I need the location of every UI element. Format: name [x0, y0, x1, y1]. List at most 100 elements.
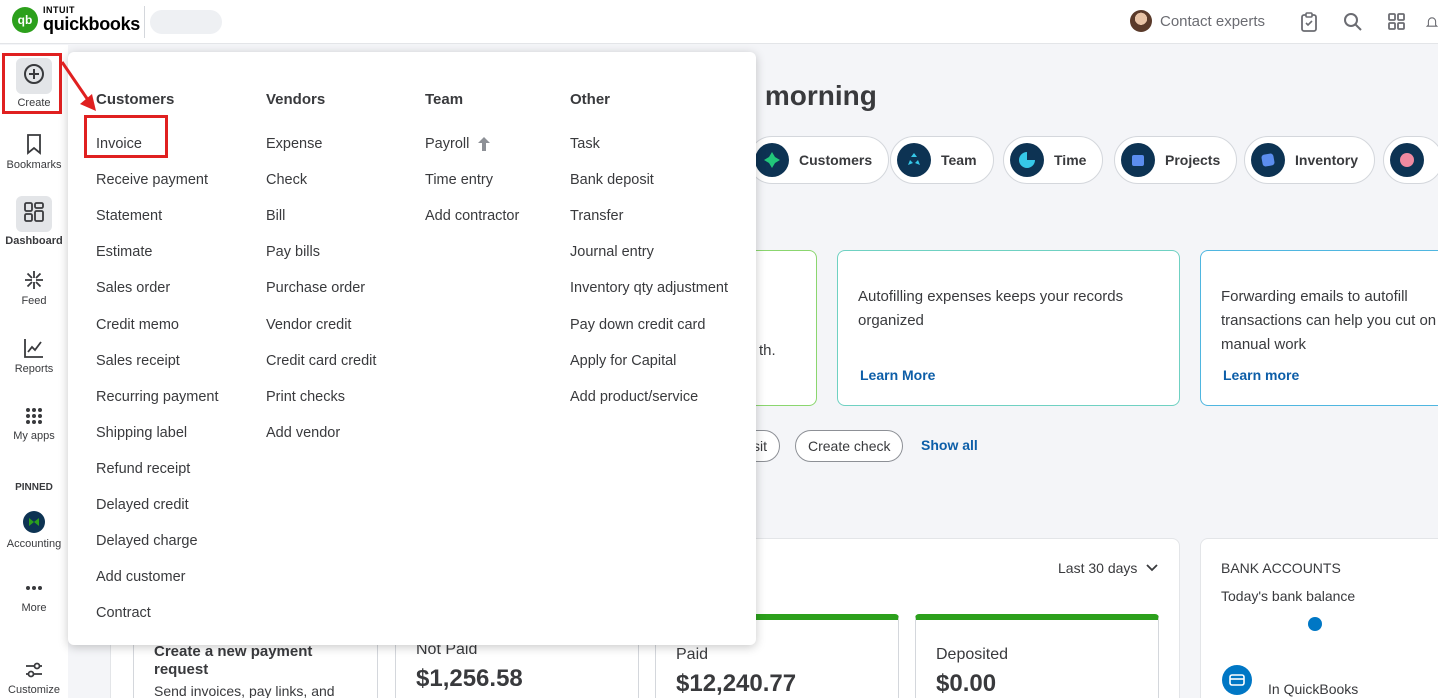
- menu-item-add-customer[interactable]: Add customer: [96, 569, 186, 586]
- pinned-heading: PINNED: [15, 482, 53, 493]
- menu-item-payroll[interactable]: Payroll: [425, 126, 519, 162]
- dashboard-icon: [24, 202, 44, 222]
- rail-customize[interactable]: Customize: [0, 660, 68, 698]
- rail-more-label: More: [21, 602, 47, 614]
- learn-more-link-1[interactable]: Learn More: [860, 367, 936, 383]
- stat-deposited-value: $0.00: [936, 670, 997, 697]
- learn-more-link-2[interactable]: Learn more: [1223, 367, 1300, 383]
- menu-item-contract[interactable]: Contract: [96, 605, 151, 622]
- period-dropdown[interactable]: Last 30 days: [1058, 560, 1159, 576]
- rail-create[interactable]: Create: [0, 58, 68, 109]
- bank-accounts-title: BANK ACCOUNTS: [1221, 560, 1341, 576]
- menu-item-receive-payment[interactable]: Receive payment: [96, 172, 209, 189]
- search-icon[interactable]: [1342, 11, 1364, 33]
- more-dots-icon: [26, 586, 42, 590]
- menu-item-estimate[interactable]: Estimate: [96, 244, 153, 261]
- tip-card-partial-text: th.: [759, 342, 776, 359]
- chip-inventory-label: Inventory: [1295, 152, 1359, 168]
- sliders-icon: [26, 662, 42, 678]
- info-badge-icon: [1308, 617, 1322, 631]
- stat-paid-value: $12,240.77: [676, 670, 797, 697]
- chevron-down-icon: [1146, 564, 1158, 572]
- menu-item-credit-memo[interactable]: Credit memo: [96, 316, 179, 333]
- shortcut-inventory[interactable]: Inventory: [1244, 136, 1376, 184]
- create-check-button[interactable]: Create check: [795, 430, 904, 462]
- menu-item-delayed-credit[interactable]: Delayed credit: [96, 496, 189, 513]
- chip-team-label: Team: [941, 152, 977, 168]
- team-column: Team Payroll Time entry Add contractor: [425, 90, 519, 234]
- clipboard-icon[interactable]: [1298, 11, 1320, 33]
- menu-item-recurring-payment[interactable]: Recurring payment: [96, 388, 219, 405]
- rail-dashboard[interactable]: Dashboard: [0, 196, 68, 247]
- inventory-icon: [1251, 143, 1285, 177]
- quickbooks-logo[interactable]: qb INTUIT quickbooks: [12, 6, 140, 33]
- rail-more[interactable]: More: [0, 578, 68, 614]
- shortcut-customers[interactable]: Customers: [748, 136, 890, 184]
- vendors-heading: Vendors: [266, 91, 326, 108]
- stat-deposited[interactable]: Deposited $0.00: [915, 614, 1159, 698]
- rail-bookmarks-label: Bookmarks: [6, 159, 62, 171]
- menu-item-add-contractor[interactable]: Add contractor: [425, 208, 520, 225]
- menu-item-inventory-qty-adjustment[interactable]: Inventory qty adjustment: [570, 280, 728, 297]
- menu-item-pay-bills[interactable]: Pay bills: [266, 244, 320, 261]
- brand-top: INTUIT: [43, 5, 75, 15]
- chip-customers-label: Customers: [799, 152, 873, 168]
- menu-item-journal-entry[interactable]: Journal entry: [570, 244, 654, 261]
- menu-item-vendor-credit[interactable]: Vendor credit: [266, 316, 352, 333]
- menu-item-invoice[interactable]: Invoice: [96, 136, 142, 153]
- menu-item-print-checks[interactable]: Print checks: [266, 388, 345, 405]
- create-highlight-annotation: [2, 53, 62, 114]
- bank-card-icon: [1222, 665, 1252, 695]
- shortcut-partial[interactable]: [1383, 136, 1438, 184]
- rail-my-apps[interactable]: My apps: [0, 406, 68, 442]
- menu-item-time-entry[interactable]: Time entry: [425, 172, 493, 189]
- menu-item-shipping-label[interactable]: Shipping label: [96, 424, 188, 441]
- menu-item-apply-for-capital[interactable]: Apply for Capital: [570, 352, 677, 369]
- menu-item-bill[interactable]: Bill: [266, 208, 286, 225]
- rail-feed[interactable]: Feed: [0, 269, 68, 307]
- rail-dashboard-label: Dashboard: [5, 235, 63, 247]
- customers-icon: [755, 143, 789, 177]
- menu-item-transfer[interactable]: Transfer: [570, 208, 624, 225]
- chip-projects-label: Projects: [1165, 152, 1221, 168]
- top-bar: qb INTUIT quickbooks Contact experts: [0, 0, 1438, 44]
- menu-item-statement[interactable]: Statement: [96, 208, 163, 225]
- team-icon: [897, 143, 931, 177]
- menu-item-expense[interactable]: Expense: [266, 136, 323, 153]
- menu-item-check[interactable]: Check: [266, 172, 308, 189]
- bookmark-icon: [27, 134, 41, 155]
- other-heading: Other: [570, 91, 611, 108]
- menu-item-delayed-charge[interactable]: Delayed charge: [96, 533, 198, 550]
- menu-item-refund-receipt[interactable]: Refund receipt: [96, 460, 191, 477]
- menu-item-task[interactable]: Task: [570, 136, 600, 153]
- menu-item-add-vendor[interactable]: Add vendor: [266, 424, 341, 441]
- rail-bookmarks[interactable]: Bookmarks: [0, 133, 68, 171]
- shortcut-team[interactable]: Team: [890, 136, 994, 184]
- menu-item-bank-deposit[interactable]: Bank deposit: [570, 172, 654, 189]
- show-all-link[interactable]: Show all: [921, 437, 978, 453]
- reports-icon: [24, 339, 43, 358]
- menu-item-purchase-order[interactable]: Purchase order: [266, 280, 366, 297]
- contact-experts-button[interactable]: Contact experts: [1130, 10, 1265, 32]
- team-heading: Team: [425, 91, 464, 108]
- chip-time-label: Time: [1054, 152, 1087, 168]
- company-name-redacted[interactable]: [150, 10, 222, 34]
- shortcut-time[interactable]: Time: [1003, 136, 1104, 184]
- rail-accounting[interactable]: Accounting: [0, 510, 68, 550]
- stat-paid-label: Paid: [676, 646, 709, 663]
- tip-card-autofill: Autofilling expenses keeps your records …: [837, 250, 1180, 406]
- bell-icon[interactable]: [1426, 11, 1438, 33]
- menu-item-credit-card-credit[interactable]: Credit card credit: [266, 352, 377, 369]
- shortcut-projects[interactable]: Projects: [1114, 136, 1238, 184]
- apps-icon[interactable]: [1386, 11, 1408, 33]
- menu-item-add-product-service[interactable]: Add product/service: [570, 388, 699, 405]
- menu-item-pay-down-credit-card[interactable]: Pay down credit card: [570, 316, 706, 333]
- stat-deposited-label: Deposited: [936, 646, 1009, 663]
- accounting-icon: [23, 511, 45, 533]
- period-label: Last 30 days: [1058, 560, 1138, 576]
- rail-reports[interactable]: Reports: [0, 337, 68, 375]
- expert-avatar: [1130, 10, 1152, 32]
- menu-item-sales-order[interactable]: Sales order: [96, 280, 171, 297]
- menu-item-sales-receipt[interactable]: Sales receipt: [96, 352, 180, 369]
- apps-grid-icon: [26, 408, 42, 424]
